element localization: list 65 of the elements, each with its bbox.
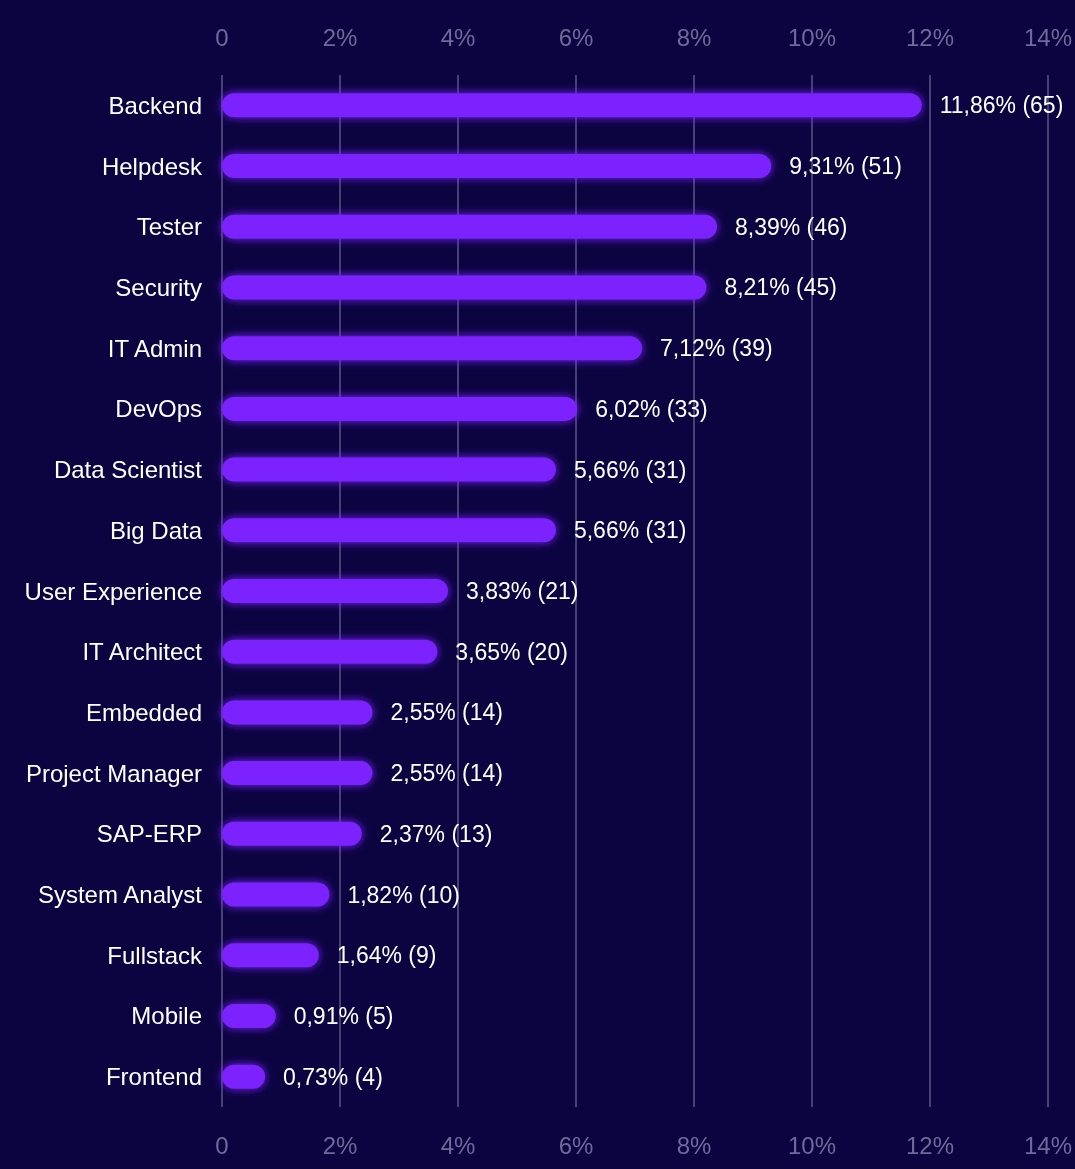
bar (222, 943, 319, 968)
x2-tick-label: 0 (215, 23, 229, 51)
bar (222, 821, 362, 846)
bar (222, 275, 707, 300)
y-tick-label: User Experience (24, 577, 202, 605)
data-label: 5,66% (31) (573, 456, 687, 483)
data-label: 2,55% (14) (390, 699, 503, 726)
x-tick-label: 6% (558, 1131, 594, 1159)
data-label: 11,86% (65) (939, 92, 1064, 119)
bar (222, 154, 772, 179)
y-tick-label: Tester (136, 213, 202, 241)
data-label: 5,66% (31) (573, 517, 687, 544)
data-label: 9,31% (51) (789, 153, 902, 180)
data-label: 0,91% (5) (293, 1002, 394, 1029)
bar (222, 639, 438, 664)
x-tick-label: 14% (1023, 1131, 1073, 1159)
bar (222, 700, 373, 725)
data-label: 3,83% (21) (465, 578, 579, 604)
bar (222, 396, 578, 421)
y-tick-label: IT Architect (82, 638, 203, 666)
y-tick-label: DevOps (115, 395, 202, 423)
data-label: 7,12% (39) (660, 335, 773, 362)
y-tick-label: Big Data (109, 516, 203, 544)
x2-tick-label: 10% (787, 23, 837, 51)
x2-tick-label: 4% (440, 23, 476, 51)
y-tick-label: Security (115, 273, 202, 301)
data-label: 1,64% (9) (336, 942, 437, 969)
x2-tick-label: 14% (1023, 23, 1073, 51)
data-label: 3,65% (20) (455, 638, 568, 665)
y-tick-label: Frontend (105, 1063, 202, 1091)
data-label: 1,82% (10) (347, 881, 460, 908)
y-tick-label: Data Scientist (53, 456, 203, 484)
data-label: 2,37% (13) (379, 820, 493, 847)
y-tick-label: Mobile (131, 1002, 202, 1030)
bar (222, 761, 373, 786)
x-tick-label: 12% (905, 1131, 955, 1159)
x2-tick-label: 8% (676, 23, 712, 51)
data-label: 8,21% (45) (724, 274, 837, 301)
y-tick-label: System Analyst (37, 881, 203, 909)
x2-tick-label: 2% (322, 23, 358, 51)
bar (222, 336, 643, 361)
data-label: 6,02% (33) (595, 395, 708, 422)
bar (222, 882, 330, 907)
x2-tick-label: 12% (905, 23, 955, 51)
x-tick-label: 0 (215, 1131, 229, 1159)
y-tick-label: Project Manager (25, 759, 202, 787)
x-tick-label: 10% (787, 1131, 837, 1159)
data-label: 8,39% (46) (735, 213, 848, 240)
x-tick-label: 8% (676, 1131, 712, 1159)
x2-tick-label: 6% (558, 23, 594, 51)
y-tick-label: SAP-ERP (96, 820, 202, 848)
y-tick-label: Backend (108, 91, 202, 119)
y-tick-label: Embedded (85, 698, 202, 726)
y-tick-label: IT Admin (107, 334, 202, 362)
x-tick-label: 4% (440, 1131, 476, 1159)
x-tick-label: 2% (322, 1131, 358, 1159)
data-label: 2,55% (14) (390, 760, 503, 787)
bar (222, 93, 922, 118)
bar (222, 518, 556, 543)
y-tick-label: Helpdesk (101, 152, 203, 180)
y-tick-label: Fullstack (107, 941, 203, 969)
bar (222, 579, 448, 603)
bar (222, 457, 556, 482)
data-label: 0,73% (4) (283, 1063, 383, 1090)
bar (222, 214, 717, 239)
